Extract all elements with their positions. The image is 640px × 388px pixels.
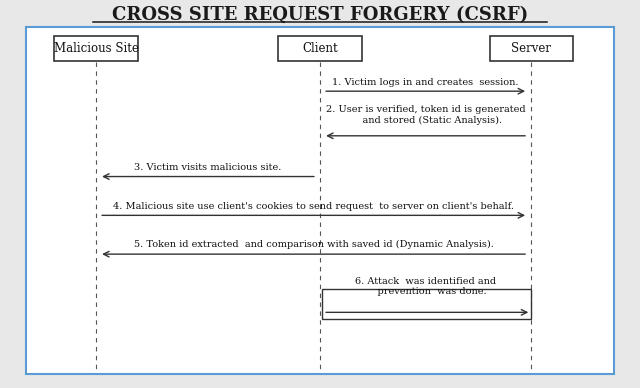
- Text: 5. Token id extracted  and comparison with saved id (Dynamic Analysis).: 5. Token id extracted and comparison wit…: [134, 240, 493, 249]
- Bar: [26, 27, 614, 374]
- Text: CROSS SITE REQUEST FORGERY (CSRF): CROSS SITE REQUEST FORGERY (CSRF): [112, 6, 528, 24]
- Text: Malicious Site: Malicious Site: [54, 42, 138, 55]
- Text: 6. Attack  was identified and
    prevention  was done.: 6. Attack was identified and prevention …: [355, 277, 496, 296]
- Text: 3. Victim visits malicious site.: 3. Victim visits malicious site.: [134, 163, 282, 172]
- Text: 2. User is verified, token id is generated
    and stored (Static Analysis).: 2. User is verified, token id is generat…: [326, 106, 525, 125]
- Bar: [490, 36, 573, 61]
- Text: 1. Victim logs in and creates  session.: 1. Victim logs in and creates session.: [332, 78, 519, 87]
- Text: Server: Server: [511, 42, 551, 55]
- Bar: [54, 36, 138, 61]
- Text: 4. Malicious site use client's cookies to send request  to server on client's be: 4. Malicious site use client's cookies t…: [113, 202, 514, 211]
- Bar: [278, 36, 362, 61]
- Text: Client: Client: [302, 42, 338, 55]
- Bar: [322, 289, 531, 319]
